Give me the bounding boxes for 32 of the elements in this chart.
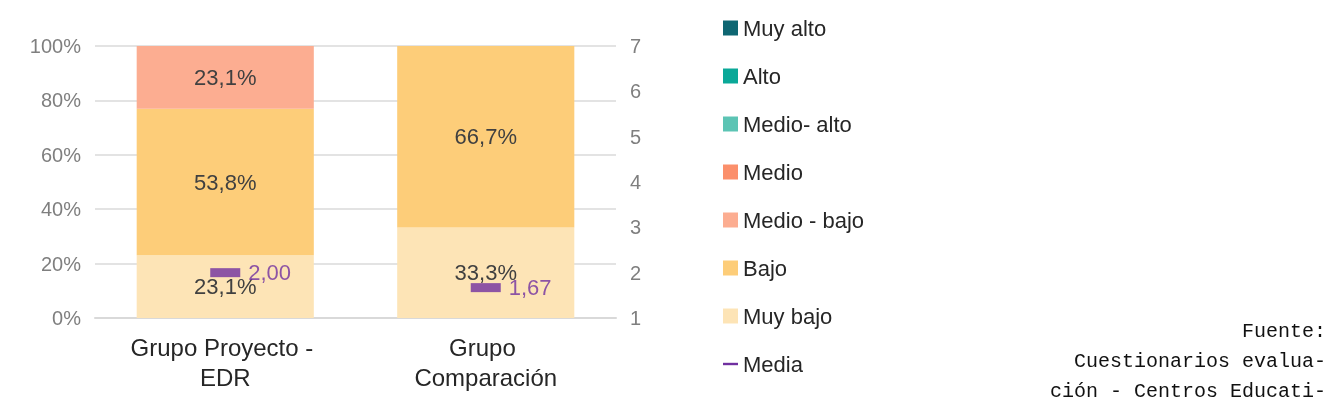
y2-tick-label: 3 (630, 216, 642, 239)
y-tick-label: 100% (29, 35, 82, 57)
x-tick-label: Grupo Proyecto - EDR (130, 333, 320, 391)
bar (136, 108, 314, 256)
y-tick-label: 0% (52, 307, 82, 329)
y2-tick-label: 7 (630, 35, 642, 57)
y-tick-label: 40% (40, 198, 82, 221)
bar (397, 46, 575, 228)
legend-label: Media (743, 351, 804, 377)
legend-label: Medio- alto (743, 111, 852, 137)
legend-label: Muy bajo (743, 303, 833, 329)
source-note: Fuente: Cuestionarios evalua- ción - Centros Educati- (1049, 319, 1326, 403)
legend-label: Medio (743, 159, 803, 185)
y2-tick-label: 1 (630, 307, 642, 329)
legend-label: Medio - bajo (743, 207, 865, 233)
y2-tick-label: 6 (630, 80, 642, 103)
y2-tick-label: 5 (630, 125, 642, 148)
y-tick-label: 80% (40, 89, 82, 112)
bar (136, 46, 314, 109)
legend-label: Bajo (743, 255, 788, 281)
x-tick-label: Grupo Comparación (414, 333, 558, 391)
bar (136, 255, 314, 318)
y2-tick-label: 2 (630, 261, 642, 284)
bar (397, 227, 575, 318)
data-label: 53,8% (194, 169, 257, 195)
data-label: 66,7% (454, 124, 517, 150)
y-tick-label: 20% (40, 252, 82, 275)
legend-label: Alto (743, 63, 781, 89)
y-tick-label: 60% (40, 143, 82, 166)
legend-label: Muy alto (743, 15, 827, 41)
y2-tick-label: 4 (630, 171, 642, 193)
data-label: 23,1% (194, 64, 257, 90)
